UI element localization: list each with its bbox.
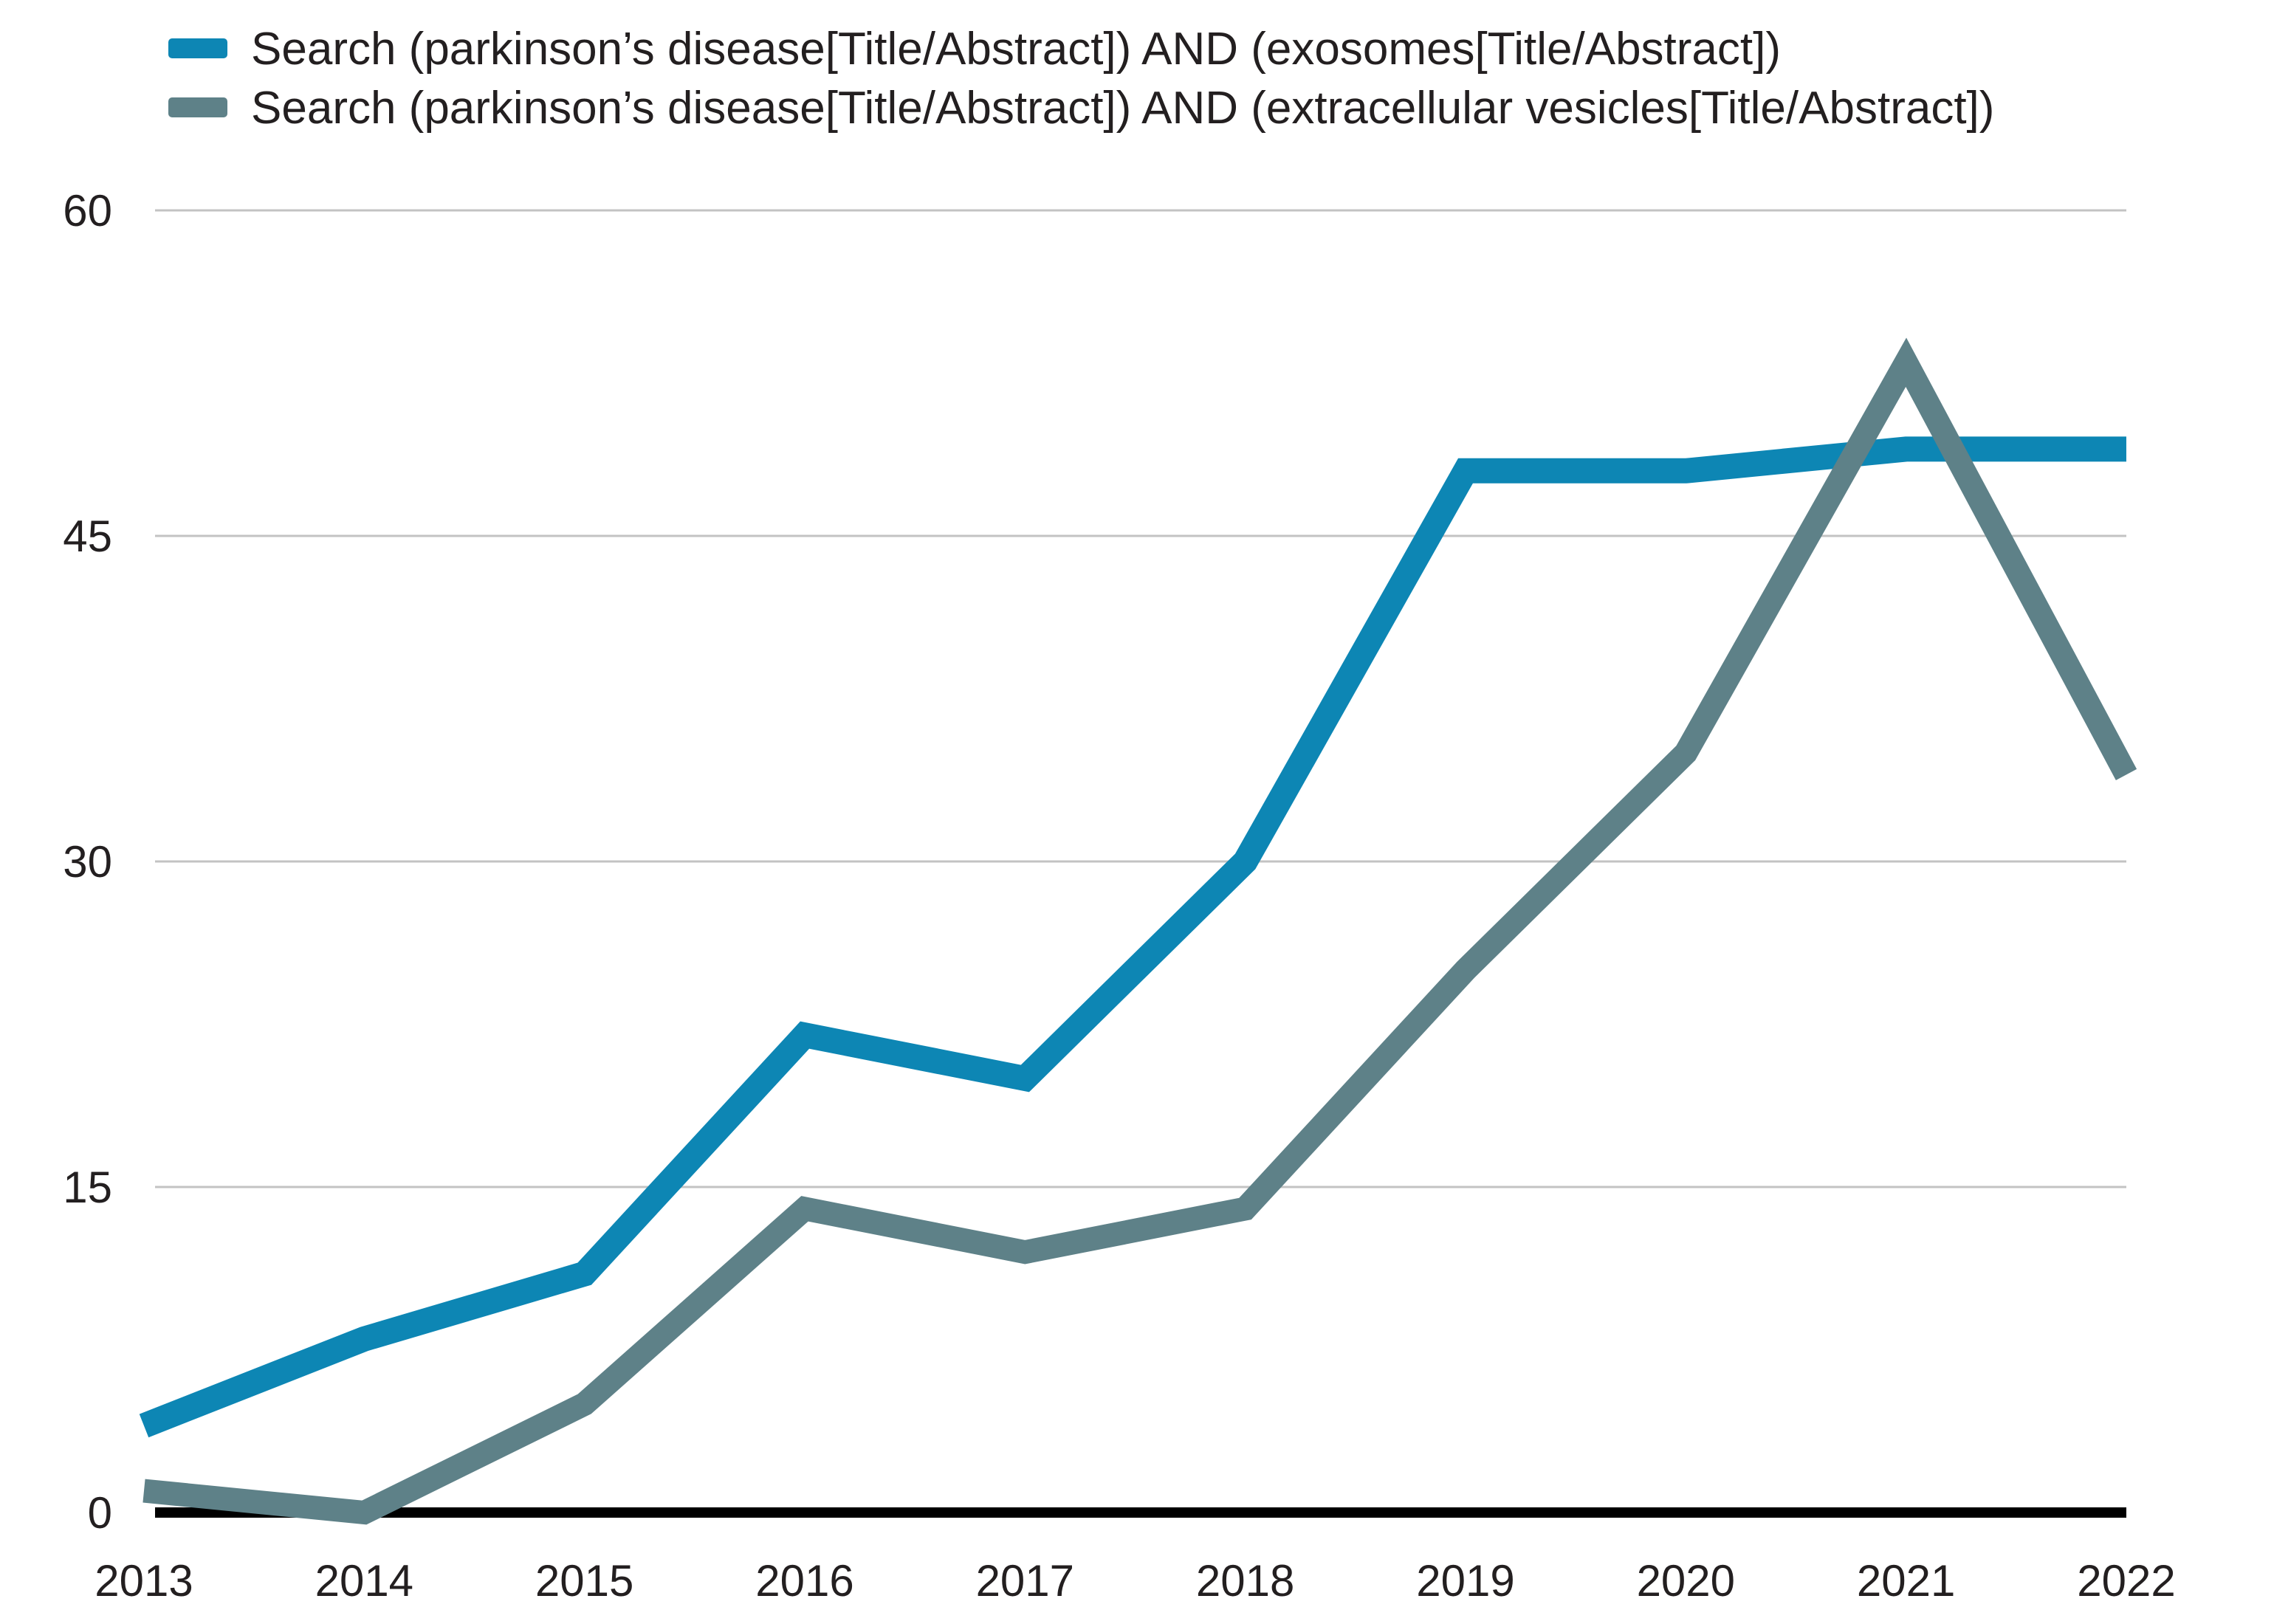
y-tick-label: 15 bbox=[63, 1163, 112, 1212]
series-line-extracellular-vesicles bbox=[142, 337, 2137, 1525]
y-tick-label: 45 bbox=[63, 512, 112, 561]
legend: Search (parkinson’s disease[Title/Abstra… bbox=[168, 24, 1994, 134]
x-tick-label: 2022 bbox=[2077, 1556, 2175, 1606]
tick-labels-layer: 0 15 30 45 60 2013 2014 2015 2016 2017 2018 2019 202… bbox=[63, 186, 2175, 1606]
legend-swatch-extracellular-vesicles bbox=[168, 97, 227, 117]
y-tick-label: 30 bbox=[63, 837, 112, 887]
series-layer bbox=[139, 337, 2137, 1525]
x-tick-label: 2019 bbox=[1416, 1556, 1514, 1606]
legend-label-extracellular-vesicles: Search (parkinson’s disease[Title/Abstra… bbox=[251, 83, 1994, 134]
y-tick-label: 0 bbox=[88, 1488, 112, 1538]
legend-swatch-exosomes bbox=[168, 38, 227, 58]
series-line-exosomes bbox=[139, 436, 2126, 1438]
gridlines-layer bbox=[155, 209, 2126, 1188]
x-tick-label: 2015 bbox=[535, 1556, 633, 1606]
legend-label-exosomes: Search (parkinson’s disease[Title/Abstra… bbox=[251, 24, 1781, 75]
y-tick-label: 60 bbox=[63, 186, 112, 235]
x-tick-label: 2013 bbox=[95, 1556, 193, 1606]
x-tick-label: 2017 bbox=[976, 1556, 1074, 1606]
x-tick-label: 2020 bbox=[1637, 1556, 1735, 1606]
x-tick-label: 2016 bbox=[755, 1556, 853, 1606]
x-tick-label: 2021 bbox=[1857, 1556, 1955, 1606]
x-tick-label: 2018 bbox=[1196, 1556, 1294, 1606]
x-tick-label: 2014 bbox=[315, 1556, 413, 1606]
